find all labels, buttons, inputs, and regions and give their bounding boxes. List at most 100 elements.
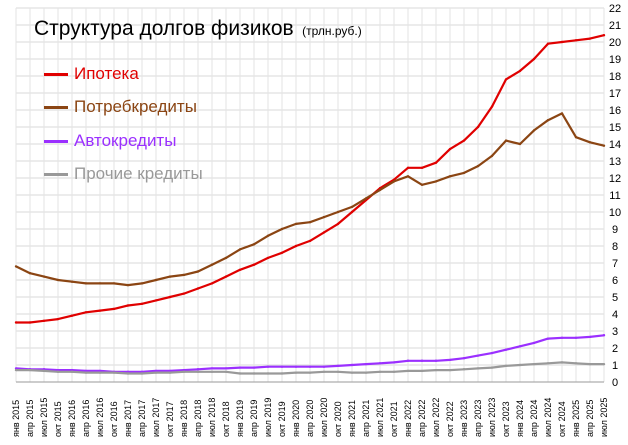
x-tick-label: апр 2017	[137, 400, 147, 437]
y-tick-label: 10	[609, 207, 621, 219]
legend-label-other: Прочие кредиты	[74, 164, 203, 183]
data-point-1	[462, 171, 466, 175]
data-point-1	[140, 282, 144, 285]
x-tick-label: апр 2021	[361, 400, 371, 437]
data-point-1	[98, 282, 102, 285]
x-tick-label: окт 2020	[333, 401, 343, 437]
data-point-2	[266, 365, 270, 368]
data-point-3	[350, 371, 354, 374]
data-point-0	[28, 321, 32, 324]
data-point-3	[462, 368, 466, 371]
data-point-2	[14, 367, 18, 370]
x-tick-label: апр 2015	[25, 400, 35, 437]
data-point-3	[364, 371, 368, 374]
data-point-2	[224, 367, 228, 370]
x-tick-label: апр 2025	[585, 400, 595, 437]
y-tick-label: 22	[609, 3, 621, 15]
data-point-2	[336, 364, 340, 368]
y-tick-label: 16	[609, 105, 621, 117]
data-point-2	[434, 359, 438, 362]
data-point-1	[546, 119, 550, 122]
x-tick-label: янв 2020	[291, 400, 301, 437]
x-tick-label: янв 2023	[459, 400, 469, 437]
x-tick-label: апр 2018	[193, 400, 203, 437]
x-tick-label: июл 2019	[263, 398, 273, 437]
y-tick-label: 5	[612, 292, 618, 304]
data-point-3	[140, 372, 144, 375]
data-point-0	[98, 309, 102, 312]
data-point-2	[420, 359, 424, 362]
x-tick-label: июл 2023	[487, 398, 497, 437]
data-point-0	[420, 166, 424, 169]
data-point-3	[266, 372, 270, 375]
chart-title: Структура долгов физиков	[34, 17, 294, 40]
x-tick-label: янв 2021	[347, 400, 357, 437]
data-point-3	[308, 371, 312, 374]
data-point-0	[140, 302, 144, 305]
data-point-3	[84, 371, 88, 374]
data-point-2	[280, 365, 284, 368]
data-point-2	[350, 363, 354, 367]
data-point-3	[434, 368, 438, 372]
data-point-1	[406, 175, 410, 178]
data-point-1	[154, 278, 158, 282]
data-point-1	[112, 282, 116, 285]
y-tick-label: 20	[609, 37, 621, 49]
y-tick-label: 19	[609, 54, 621, 66]
data-point-0	[154, 299, 158, 302]
data-point-0	[406, 166, 410, 169]
data-point-1	[364, 197, 368, 200]
data-point-2	[238, 366, 242, 369]
data-point-1	[504, 139, 508, 142]
data-point-3	[42, 369, 46, 373]
data-point-1	[56, 278, 60, 282]
data-point-2	[588, 335, 592, 339]
data-point-3	[126, 372, 130, 375]
data-point-0	[238, 268, 242, 271]
data-point-3	[392, 370, 396, 373]
data-point-3	[588, 362, 592, 366]
x-tick-label: окт 2015	[53, 401, 63, 437]
data-point-0	[70, 314, 74, 317]
data-point-3	[224, 370, 228, 373]
x-tick-label: апр 2022	[417, 400, 427, 437]
x-tick-label: июл 2024	[543, 398, 553, 437]
x-tick-label: янв 2018	[179, 400, 189, 437]
data-point-1	[602, 144, 606, 147]
x-tick-label: янв 2022	[403, 400, 413, 437]
data-point-3	[28, 368, 32, 372]
data-point-0	[560, 40, 564, 44]
y-tick-label: 6	[612, 275, 618, 287]
data-point-3	[336, 370, 340, 373]
data-point-3	[560, 361, 564, 364]
data-point-3	[476, 367, 480, 370]
data-point-1	[448, 175, 452, 178]
data-point-1	[28, 272, 32, 275]
data-point-3	[546, 362, 550, 365]
data-point-0	[504, 78, 508, 81]
x-tick-label: янв 2015	[11, 400, 21, 437]
data-point-2	[532, 341, 536, 345]
data-point-2	[252, 366, 256, 369]
x-tick-label: окт 2017	[165, 401, 175, 437]
data-point-0	[602, 34, 606, 37]
y-tick-label: 0	[612, 377, 618, 389]
x-tick-label: июл 2015	[39, 398, 49, 437]
x-tick-label: окт 2022	[445, 401, 455, 437]
data-point-2	[392, 361, 396, 364]
x-tick-label: янв 2024	[515, 400, 525, 437]
chart-title-block: Структура долгов физиков (трлн.руб.)	[34, 17, 362, 41]
data-point-2	[294, 365, 298, 368]
y-tick-label: 3	[612, 326, 618, 338]
legend-swatch-consumer	[44, 106, 68, 109]
data-point-0	[252, 263, 256, 266]
data-point-1	[308, 221, 312, 224]
y-tick-label: 13	[609, 156, 621, 168]
data-point-1	[476, 164, 480, 168]
data-point-2	[378, 362, 382, 365]
y-tick-label: 17	[609, 88, 621, 100]
y-tick-label: 2	[612, 343, 618, 355]
data-point-2	[210, 367, 214, 370]
x-tick-label: июл 2020	[319, 398, 329, 437]
